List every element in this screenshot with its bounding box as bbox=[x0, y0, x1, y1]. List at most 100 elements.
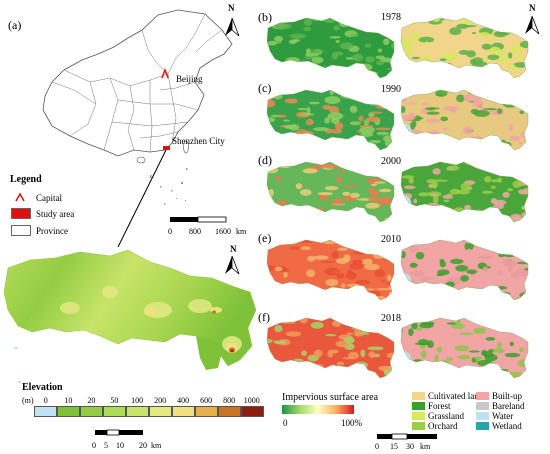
elevation-color-box bbox=[103, 406, 126, 417]
scale-bar-bottom bbox=[377, 433, 437, 440]
year-label-2000: 2000 bbox=[381, 156, 401, 167]
elevation-tick: 200 bbox=[154, 396, 167, 405]
hainan-island bbox=[136, 156, 146, 164]
landcover-label: Grassland bbox=[428, 411, 464, 421]
legend-title: Legend bbox=[10, 174, 42, 185]
north-label-a: N bbox=[228, 3, 235, 13]
scale-bottom-unit: km bbox=[420, 442, 431, 451]
elevation-tick: 10 bbox=[64, 396, 73, 405]
impervious-color-bar bbox=[282, 405, 354, 414]
imp-map-2018 bbox=[266, 317, 395, 379]
scale-bar-elevation bbox=[95, 429, 143, 436]
year-label-1978: 1978 bbox=[381, 12, 401, 23]
study-area-label: Shenzhen City bbox=[172, 136, 225, 146]
elevation-color-box bbox=[241, 406, 264, 417]
elevation-color-box bbox=[218, 406, 241, 417]
elevation-unit: (m) bbox=[22, 396, 34, 405]
elevation-color-box bbox=[80, 406, 103, 417]
lc-map-2018 bbox=[400, 317, 529, 379]
impervious-max-label: 100% bbox=[341, 418, 362, 428]
elevation-tick: 50 bbox=[110, 396, 119, 405]
scale-bottom-tick-2: 30 bbox=[406, 442, 414, 451]
landcover-swatch bbox=[476, 402, 489, 410]
lc-map-1990 bbox=[400, 89, 529, 151]
scale-a-tick-1: 800 bbox=[189, 227, 201, 236]
scale-elev-tick-1: 5 bbox=[104, 441, 108, 450]
north-arrow-right-icon bbox=[525, 15, 540, 35]
landcover-swatch bbox=[412, 392, 425, 400]
year-label-2010: 2010 bbox=[381, 234, 401, 245]
elevation-map bbox=[3, 249, 257, 383]
landcover-swatch bbox=[412, 412, 425, 420]
capital-caret-icon bbox=[161, 67, 169, 79]
landcover-swatch bbox=[412, 402, 425, 410]
landcover-label: Bareland bbox=[492, 401, 525, 411]
landcover-swatch bbox=[476, 422, 489, 430]
impervious-legend-title: Impervious surface area bbox=[282, 392, 379, 403]
legend-study-area-label: Study area bbox=[36, 209, 75, 219]
elevation-tick: 600 bbox=[200, 396, 213, 405]
scale-a-tick-0: 0 bbox=[168, 227, 172, 236]
scale-elev-tick-0: 0 bbox=[92, 441, 96, 450]
imp-map-2000 bbox=[266, 161, 395, 223]
lc-map-2000 bbox=[400, 161, 529, 223]
china-outline bbox=[42, 9, 233, 157]
elevation-tick: 400 bbox=[177, 396, 190, 405]
imp-map-1978 bbox=[266, 17, 395, 79]
legend-province-label: Province bbox=[36, 226, 68, 236]
elevation-tick: 1000 bbox=[243, 396, 260, 405]
taiwan-island bbox=[183, 140, 189, 154]
imp-map-2010 bbox=[266, 239, 395, 301]
elevation-tick: 20 bbox=[87, 396, 96, 405]
landcover-swatch bbox=[476, 412, 489, 420]
lc-map-1978 bbox=[400, 17, 529, 79]
landcover-swatch bbox=[412, 422, 425, 430]
elevation-tick: 0 bbox=[43, 396, 48, 405]
panel-label-d: (d) bbox=[258, 153, 272, 167]
north-arrow-elevation-icon bbox=[225, 255, 240, 275]
scale-a-unit: km bbox=[236, 227, 247, 236]
landcover-label: Water bbox=[492, 411, 514, 421]
scale-a-tick-2: 1600 bbox=[215, 227, 231, 236]
scale-bar-a bbox=[170, 216, 227, 223]
landcover-label: Forest bbox=[428, 401, 451, 411]
elevation-color-box bbox=[172, 406, 195, 417]
elevation-color-box bbox=[126, 406, 149, 417]
landcover-label: Cultivated land bbox=[428, 391, 484, 401]
scale-elev-unit: km bbox=[151, 441, 162, 450]
legend-province-swatch bbox=[11, 225, 31, 236]
landcover-label: Wetland bbox=[492, 421, 522, 431]
elevation-color-box bbox=[34, 406, 57, 417]
elevation-title: Elevation bbox=[22, 382, 63, 393]
north-arrow-icon bbox=[225, 17, 240, 37]
landcover-label: Orchard bbox=[428, 421, 458, 431]
elevation-color-box bbox=[57, 406, 80, 417]
north-label-elevation: N bbox=[230, 244, 237, 254]
year-label-2018: 2018 bbox=[381, 313, 401, 324]
lc-map-2010 bbox=[400, 239, 529, 301]
panel-label-b: (b) bbox=[258, 10, 272, 24]
year-label-1990: 1990 bbox=[381, 84, 401, 95]
scale-elev-tick-2: 10 bbox=[116, 441, 124, 450]
landcover-label: Built-up bbox=[492, 391, 523, 401]
capital-label: Beijing bbox=[176, 74, 203, 84]
imp-map-1990 bbox=[266, 89, 395, 151]
landcover-swatch bbox=[476, 392, 489, 400]
elevation-color-box bbox=[149, 406, 172, 417]
elevation-tick: 800 bbox=[223, 396, 236, 405]
study-area-marker bbox=[163, 146, 170, 150]
scale-elev-tick-3: 20 bbox=[139, 441, 147, 450]
legend-capital-label: Capital bbox=[36, 193, 62, 203]
panel-label-c: (c) bbox=[258, 81, 272, 95]
panel-label-a: (a) bbox=[8, 18, 22, 32]
zoom-line bbox=[117, 149, 167, 248]
legend-capital-icon bbox=[15, 192, 25, 202]
elevation-tick: 100 bbox=[131, 396, 144, 405]
scale-bottom-tick-0: 0 bbox=[375, 442, 379, 451]
north-label-right: N bbox=[529, 3, 536, 13]
impervious-min-label: 0 bbox=[283, 418, 288, 428]
legend-study-area-swatch bbox=[11, 208, 31, 219]
scale-bottom-tick-1: 15 bbox=[390, 442, 398, 451]
